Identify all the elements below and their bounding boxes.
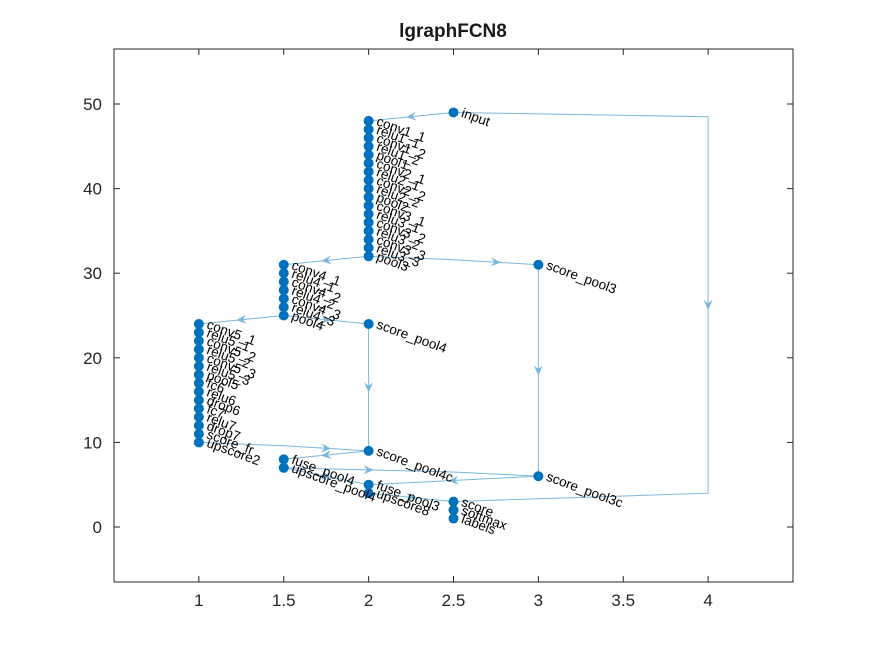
node-score_pool4 bbox=[363, 318, 374, 329]
edge-arrow-17 bbox=[703, 299, 713, 310]
node-label-fc6: fc6 bbox=[205, 376, 227, 396]
node-relu3_1 bbox=[363, 208, 374, 219]
node-relu5_3 bbox=[193, 361, 204, 372]
node-pool1 bbox=[363, 149, 374, 160]
node-fc7 bbox=[193, 403, 204, 414]
node-conv3_2 bbox=[363, 217, 374, 228]
node-drop7 bbox=[193, 420, 204, 431]
node-score_pool3c bbox=[533, 471, 544, 482]
x-tick-label: 3.5 bbox=[611, 591, 635, 610]
node-upscore8 bbox=[363, 488, 374, 499]
y-tick-label: 40 bbox=[83, 180, 102, 199]
node-conv5_1 bbox=[193, 318, 204, 329]
y-tick-label: 20 bbox=[83, 349, 102, 368]
edge-arrow-14 bbox=[448, 475, 459, 485]
x-tick-label: 4 bbox=[703, 591, 712, 610]
node-conv4_1 bbox=[278, 259, 289, 270]
node-score bbox=[448, 496, 459, 507]
node-conv2_1 bbox=[363, 158, 374, 169]
node-relu3_2 bbox=[363, 225, 374, 236]
x-tick-label: 2.5 bbox=[442, 591, 466, 610]
y-tick-label: 30 bbox=[83, 264, 102, 283]
node-upscore2 bbox=[193, 437, 204, 448]
node-input bbox=[448, 107, 459, 118]
edge-arrow-0 bbox=[406, 111, 417, 121]
figure-title: lgraphFCN8 bbox=[399, 21, 507, 42]
node-relu6 bbox=[193, 386, 204, 397]
x-tick-label: 1.5 bbox=[272, 591, 296, 610]
node-label-fc7: fc7 bbox=[205, 401, 227, 421]
edge-arrow-9 bbox=[320, 443, 332, 453]
node-layer bbox=[193, 107, 544, 524]
node-score_fr bbox=[193, 428, 204, 439]
y-tick-label: 50 bbox=[83, 95, 102, 114]
node-relu1_1 bbox=[363, 124, 374, 135]
node-conv1_1 bbox=[363, 115, 374, 126]
node-relu2_2 bbox=[363, 183, 374, 194]
x-tick-label: 2 bbox=[364, 591, 373, 610]
edge-arrow-6 bbox=[236, 314, 247, 324]
node-relu7 bbox=[193, 412, 204, 423]
edge-arrow-2 bbox=[490, 257, 501, 267]
node-pool4 bbox=[278, 310, 289, 321]
node-labels bbox=[448, 513, 459, 524]
node-conv1_2 bbox=[363, 132, 374, 143]
node-conv5_2 bbox=[193, 335, 204, 346]
node-relu5_2 bbox=[193, 344, 204, 355]
y-tick-label: 0 bbox=[93, 518, 102, 537]
node-conv3_1 bbox=[363, 200, 374, 211]
x-tick-label: 1 bbox=[194, 591, 203, 610]
node-pool5 bbox=[193, 369, 204, 380]
node-fc6 bbox=[193, 378, 204, 389]
node-relu2_1 bbox=[363, 166, 374, 177]
node-conv5_3 bbox=[193, 352, 204, 363]
node-relu5_1 bbox=[193, 327, 204, 338]
edge-9 bbox=[198, 441, 369, 452]
edge-arrow-18 bbox=[405, 492, 417, 502]
node-relu3_3 bbox=[363, 242, 374, 253]
edge-arrow-10 bbox=[321, 450, 332, 460]
edge-2 bbox=[368, 255, 539, 266]
node-score_pool3 bbox=[533, 259, 544, 270]
axes-box bbox=[113, 48, 794, 583]
node-relu1_2 bbox=[363, 141, 374, 152]
edge-arrow-3 bbox=[321, 255, 332, 265]
node-relu4_1 bbox=[278, 268, 289, 279]
y-tick-label: 10 bbox=[83, 433, 102, 452]
edge-arrow-12 bbox=[533, 365, 543, 376]
node-relu4_2 bbox=[278, 285, 289, 296]
node-softmax bbox=[448, 505, 459, 516]
x-tick-label: 3 bbox=[534, 591, 543, 610]
edge-arrow-5 bbox=[320, 314, 332, 324]
node-conv2_2 bbox=[363, 175, 374, 186]
edge-arrow-8 bbox=[364, 382, 374, 393]
node-drop6 bbox=[193, 395, 204, 406]
node-relu4_3 bbox=[278, 302, 289, 313]
node-pool3 bbox=[363, 251, 374, 262]
edge-arrow-13 bbox=[363, 465, 374, 475]
node-pool2 bbox=[363, 192, 374, 203]
node-conv4_2 bbox=[278, 276, 289, 287]
edge-13 bbox=[283, 467, 539, 477]
edge-arrow-15 bbox=[320, 470, 332, 480]
node-conv4_3 bbox=[278, 293, 289, 304]
node-fuse_pool3 bbox=[363, 479, 374, 490]
node-upscore_pool4 bbox=[278, 462, 289, 473]
node-fuse_pool4 bbox=[278, 454, 289, 465]
node-conv3_3 bbox=[363, 234, 374, 245]
node-score_pool4c bbox=[363, 445, 374, 456]
